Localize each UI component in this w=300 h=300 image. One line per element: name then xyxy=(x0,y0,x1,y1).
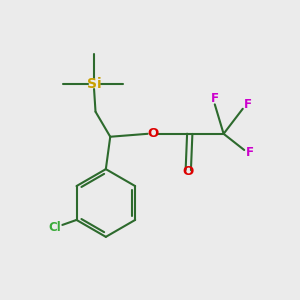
Text: F: F xyxy=(246,146,254,159)
Text: Cl: Cl xyxy=(48,221,61,234)
Text: O: O xyxy=(183,165,194,178)
Text: F: F xyxy=(211,92,219,105)
Text: F: F xyxy=(244,98,252,111)
Text: Si: Si xyxy=(87,77,101,91)
Text: O: O xyxy=(147,127,159,140)
